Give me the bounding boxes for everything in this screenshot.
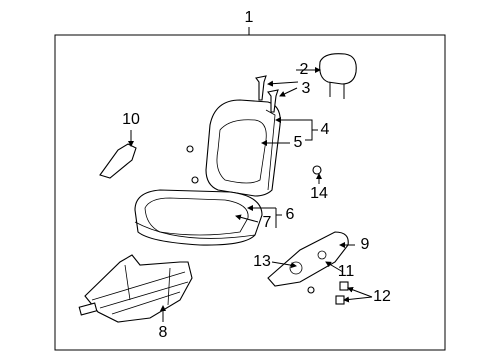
callout: 10 <box>122 111 140 128</box>
callout: 4 <box>321 121 330 138</box>
callout: 12 <box>373 288 391 305</box>
callout: 8 <box>159 324 168 341</box>
callout: 13 <box>253 253 271 270</box>
seat-cushion <box>134 189 263 246</box>
frame <box>54 34 446 351</box>
leaders <box>128 67 373 322</box>
callout: 9 <box>361 236 370 253</box>
callout: 3 <box>302 80 311 97</box>
callout: 1 <box>245 9 254 26</box>
bolts <box>186 75 322 184</box>
bracket <box>99 143 137 179</box>
headrest <box>319 53 357 99</box>
seat-back <box>205 99 281 197</box>
callout: 6 <box>286 206 295 223</box>
callout: 5 <box>294 134 303 151</box>
seat-track <box>78 254 193 323</box>
side-cover <box>267 231 349 305</box>
callout: 7 <box>263 214 272 231</box>
callout: 2 <box>300 61 309 78</box>
callout: 11 <box>338 263 355 280</box>
callout: 14 <box>310 185 328 202</box>
